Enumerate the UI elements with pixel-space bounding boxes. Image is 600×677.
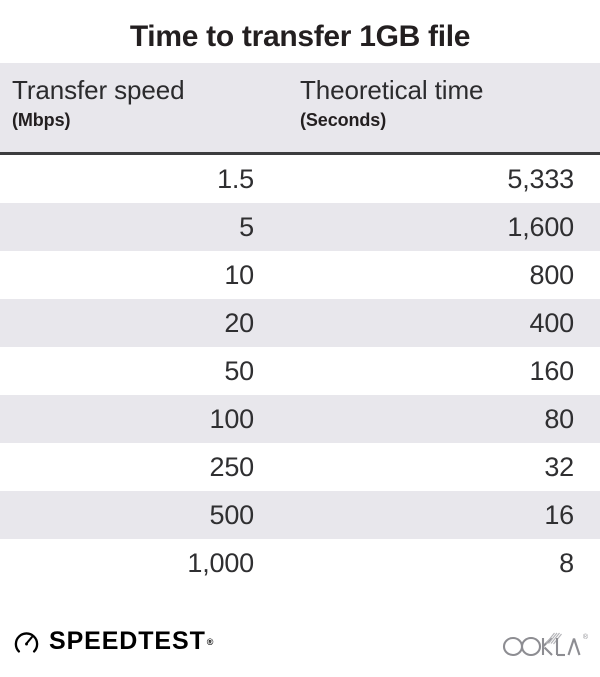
column-header-transfer-speed: Transfer speed (Mbps) [12, 74, 185, 133]
cell-transfer-speed: 1,000 [187, 548, 254, 578]
ookla-wordmark-icon [502, 631, 582, 657]
column-header-theoretical-time-unit: (Seconds) [300, 110, 387, 130]
footer: SPEEDTEST ® [0, 612, 600, 677]
table-row: 250 32 [0, 443, 600, 491]
cell-transfer-speed: 5 [239, 212, 254, 242]
cell-theoretical-time: 8 [559, 548, 574, 578]
cell-transfer-speed: 500 [209, 500, 255, 530]
column-header-theoretical-time: Theoretical time (Seconds) [300, 74, 483, 133]
cell-transfer-speed: 1.5 [217, 164, 254, 194]
cell-theoretical-time: 1,600 [507, 212, 574, 242]
cell-transfer-speed: 250 [209, 452, 255, 482]
data-table: Transfer speed (Mbps) Theoretical time (… [0, 63, 600, 587]
ookla-logo: ® [502, 631, 588, 657]
cell-transfer-speed: 20 [224, 308, 254, 338]
cell-theoretical-time: 16 [544, 500, 574, 530]
page-title: Time to transfer 1GB file [129, 20, 471, 53]
speedometer-gauge-icon [13, 628, 40, 655]
table-header-row: Transfer speed (Mbps) Theoretical time (… [0, 63, 600, 155]
cell-transfer-speed: 50 [224, 356, 254, 386]
cell-transfer-speed: 10 [224, 260, 254, 290]
cell-theoretical-time: 32 [544, 452, 574, 482]
table-row: 500 16 [0, 491, 600, 539]
table-row: 5 1,600 [0, 203, 600, 251]
cell-theoretical-time: 160 [529, 356, 575, 386]
speedtest-logo: SPEEDTEST ® [13, 628, 213, 655]
column-header-theoretical-time-label: Theoretical time [300, 75, 484, 105]
cell-theoretical-time: 5,333 [507, 164, 574, 194]
table-row: 20 400 [0, 299, 600, 347]
ookla-trademark-icon: ® [582, 634, 588, 641]
table-row: 1,000 8 [0, 539, 600, 587]
cell-theoretical-time: 400 [529, 308, 575, 338]
table-row: 1.5 5,333 [0, 155, 600, 203]
speedtest-trademark-icon: ® [206, 636, 214, 647]
table-row: 10 800 [0, 251, 600, 299]
column-header-transfer-speed-unit: (Mbps) [12, 110, 71, 130]
table-row: 50 160 [0, 347, 600, 395]
cell-transfer-speed: 100 [209, 404, 255, 434]
column-header-transfer-speed-label: Transfer speed [12, 75, 185, 105]
cell-theoretical-time: 800 [529, 260, 575, 290]
speedtest-wordmark: SPEEDTEST [49, 627, 206, 655]
table-row: 100 80 [0, 395, 600, 443]
cell-theoretical-time: 80 [544, 404, 574, 434]
